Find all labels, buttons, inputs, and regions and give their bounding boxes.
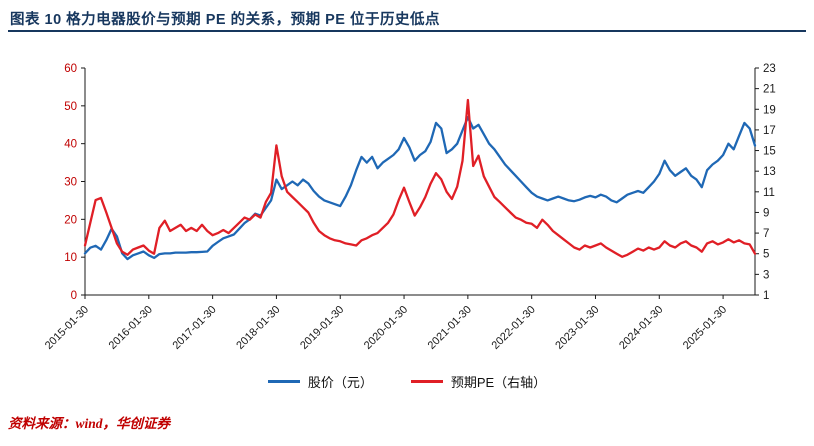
left-axis-tick-label: 30 [64,177,77,189]
title-divider-line [8,30,806,32]
right-axis-tick-label: 17 [763,125,776,137]
x-axis-tick-label: 2019-01-30 [298,304,346,352]
left-axis-tick-label: 10 [64,252,77,264]
left-axis-tick-label: 60 [64,63,77,75]
x-axis-tick-label: 2022-01-30 [490,304,538,352]
figure-title: 图表 10 格力电器股价与预期 PE 的关系，预期 PE 位于历史低点 [10,12,440,28]
pe-series-line [83,98,757,258]
left-axis-tick-label: 40 [64,139,77,151]
right-axis-tick-label: 5 [763,249,769,261]
x-axis-tick-label: 2017-01-30 [170,304,218,352]
price-series-line [83,116,757,261]
left-axis-tick-label: 0 [71,290,77,302]
right-axis-tick-label: 7 [763,228,769,240]
data-source-note: 资料来源：wind，华创证券 [8,416,171,431]
x-axis-tick-label: 2023-01-30 [553,304,601,352]
x-axis-tick-label: 2021-01-30 [426,304,474,352]
right-axis-tick-label: 23 [763,63,776,75]
legend-label-price: 股价（元） [307,375,373,390]
legend-label-pe: 预期PE（右轴） [450,375,547,390]
dual-axis-line-chart: 010203040506013579111315171921232015-01-… [43,63,776,352]
x-axis-tick-label: 2015-01-30 [43,304,91,352]
x-axis-tick-label: 2018-01-30 [234,304,282,352]
legend-item-pe: 预期PE（右轴） [410,372,547,391]
right-axis-tick-label: 9 [763,207,769,219]
right-axis-tick-label: 1 [763,290,769,302]
right-axis-tick-label: 15 [763,146,776,158]
left-axis-tick-label: 20 [64,214,77,226]
x-axis-tick-label: 2025-01-30 [681,304,729,352]
right-axis-tick-label: 13 [763,166,776,178]
price-line-swatch [267,380,300,383]
pe-line-swatch [410,380,443,383]
right-axis-tick-label: 19 [763,104,776,116]
x-axis-tick-label: 2024-01-30 [617,304,665,352]
legend-item-price: 股价（元） [267,372,373,391]
chart-area: 0 10 20 30 40 50 60 1 3 5 7 9 11 13 15 17 19 21 23 2015-01-… [0,36,814,366]
left-axis-tick-label: 50 [64,101,77,113]
x-axis-tick-label: 2016-01-30 [107,304,155,352]
right-axis-tick-label: 3 [763,269,769,281]
chart-legend: 股价（元） 预期PE（右轴） [0,372,814,391]
right-axis-tick-label: 11 [763,187,775,199]
x-axis-tick-label: 2020-01-30 [362,304,410,352]
right-axis-tick-label: 21 [763,84,776,96]
